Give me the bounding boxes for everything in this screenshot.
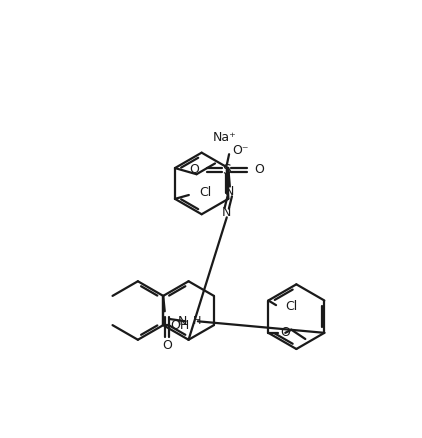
Text: O: O bbox=[162, 339, 172, 352]
Text: Cl: Cl bbox=[285, 300, 298, 313]
Text: O⁻: O⁻ bbox=[232, 144, 249, 157]
Text: N: N bbox=[178, 315, 187, 328]
Text: O: O bbox=[189, 163, 199, 176]
Text: N: N bbox=[225, 185, 235, 198]
Text: H: H bbox=[193, 316, 202, 326]
Text: N: N bbox=[222, 206, 231, 219]
Text: Cl: Cl bbox=[200, 186, 212, 199]
Text: Na⁺: Na⁺ bbox=[213, 131, 237, 144]
Text: OH: OH bbox=[170, 318, 190, 332]
Text: O: O bbox=[281, 326, 290, 339]
Text: O: O bbox=[254, 163, 264, 176]
Text: S: S bbox=[222, 162, 231, 177]
